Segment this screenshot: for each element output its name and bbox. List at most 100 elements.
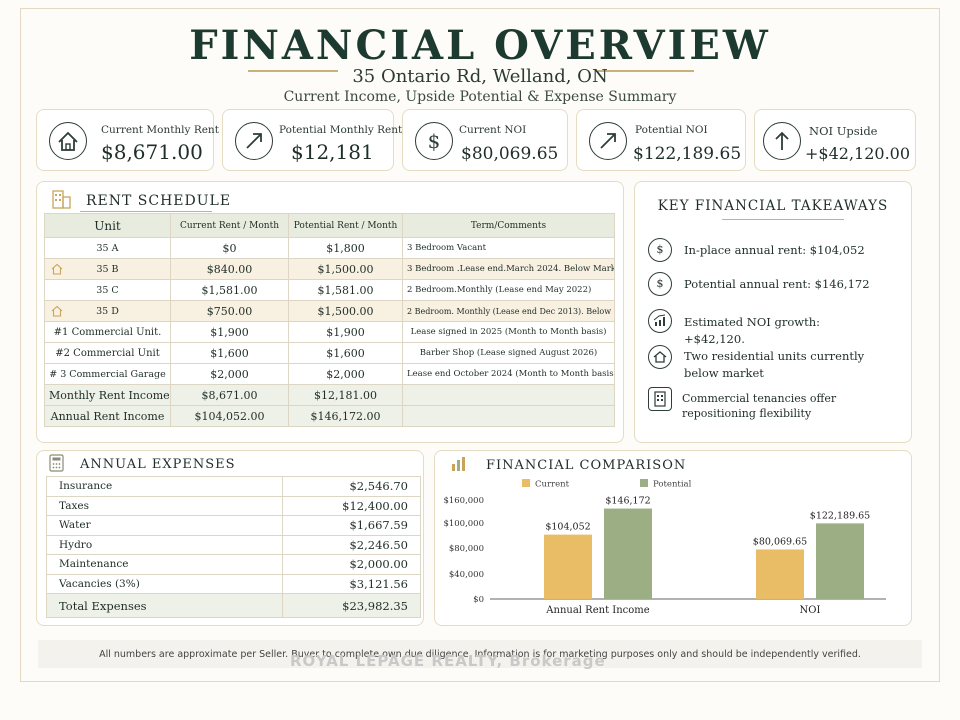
kpi-label: NOI Upside xyxy=(809,124,878,138)
bar xyxy=(756,549,804,599)
y-tick-label: $0 xyxy=(473,595,484,605)
dollar-icon: $ xyxy=(648,272,672,296)
takeaway-text: Potential annual rent: $146,172 xyxy=(684,277,870,291)
current-rent-cell: $1,581.00 xyxy=(170,279,289,301)
takeaway-text: In-place annual rent: $104,052 xyxy=(684,243,865,257)
table-row: Water $1,667.59 xyxy=(46,515,421,536)
dollar-icon: $ xyxy=(415,122,453,160)
table-header-row: Unit Current Rent / Month Potential Rent… xyxy=(44,213,615,238)
y-tick-label: $80,000 xyxy=(449,544,484,554)
table-row: Hydro $2,246.50 xyxy=(46,534,421,555)
kpi-card-potential-monthly-rent: Potential Monthly Rent $12,181 xyxy=(222,109,402,171)
expense-total-label: Total Expenses xyxy=(46,593,283,618)
building-icon xyxy=(52,190,71,209)
expense-total-value: $23,982.35 xyxy=(282,593,421,618)
takeaway-text: Commercial tenancies offer repositioning… xyxy=(682,392,837,420)
legend-label: Potential xyxy=(653,480,692,490)
total-label: Monthly Rent Income xyxy=(44,384,171,406)
dollar-icon: $ xyxy=(648,238,672,262)
column-header: Current Rent / Month xyxy=(170,213,289,238)
home-icon xyxy=(648,345,672,369)
takeaways-card xyxy=(634,181,912,443)
unit-cell: 35 C xyxy=(44,279,171,301)
house-icon xyxy=(51,305,63,320)
kpi-value: $122,189.65 xyxy=(633,144,742,164)
kpi-card-potential-noi: Potential NOI $122,189.65 xyxy=(576,109,746,171)
title-rule-left xyxy=(248,70,338,72)
home-icon xyxy=(49,122,87,160)
expenses-title: ANNUAL EXPENSES xyxy=(80,457,236,472)
unit-label: 35 D xyxy=(96,305,119,317)
unit-cell: #1 Commercial Unit. xyxy=(44,321,171,343)
comment-cell: 3 Bedroom .Lease end.March 2024. Below M… xyxy=(402,258,615,280)
trend-up-arrow-icon xyxy=(589,122,627,160)
page-title: FINANCIAL OVERVIEW xyxy=(189,22,771,69)
comment-cell: Lease end October 2024 (Month to Month b… xyxy=(402,363,615,385)
potential-rent-cell: $1,800 xyxy=(288,237,403,259)
current-rent-cell: $1,600 xyxy=(170,342,289,364)
current-rent-cell: $750.00 xyxy=(170,300,289,322)
svg-text:$: $ xyxy=(428,129,441,153)
comparison-title: FINANCIAL COMPARISON xyxy=(486,458,687,473)
house-icon xyxy=(51,263,63,278)
bar xyxy=(816,523,864,599)
legend-swatch xyxy=(522,479,530,487)
potential-rent-cell: $1,581.00 xyxy=(288,279,403,301)
y-tick-label: $40,000 xyxy=(449,570,484,580)
kpi-label: Potential NOI xyxy=(635,124,708,136)
total-label: Annual Rent Income xyxy=(44,405,171,427)
kpi-value: $12,181 xyxy=(291,140,374,164)
kpi-label: Current Monthly Rent xyxy=(101,124,219,136)
comment-cell: Lease signed in 2025 (Month to Month bas… xyxy=(402,321,615,343)
potential-rent-cell: $1,500.00 xyxy=(288,300,403,322)
calculator-icon xyxy=(49,454,64,472)
potential-rent-cell: $1,500.00 xyxy=(288,258,403,280)
potential-rent-cell: $1,900 xyxy=(288,321,403,343)
data-label: $104,052 xyxy=(545,522,590,533)
y-tick-label: $160,000 xyxy=(443,496,484,506)
current-rent-cell: $2,000 xyxy=(170,363,289,385)
expense-value: $3,121.56 xyxy=(282,573,421,594)
footer: All numbers are approximate per Seller. … xyxy=(38,640,922,668)
x-tick-label: NOI xyxy=(800,605,821,616)
bar-chart-icon xyxy=(452,457,465,471)
x-tick-label: Annual Rent Income xyxy=(545,605,649,616)
total-expenses-row: Total Expenses $23,982.35 xyxy=(46,593,421,618)
legend-label: Current xyxy=(535,480,570,490)
kpi-card-current-monthly-rent: Current Monthly Rent $8,671.00 xyxy=(36,109,219,171)
table-row: 35 D $750.00 $1,500.00 2 Bedroom. Monthl… xyxy=(44,300,615,322)
current-rent-cell: $0 xyxy=(170,237,289,259)
total-potential: $12,181.00 xyxy=(288,384,403,406)
potential-rent-cell: $2,000 xyxy=(288,363,403,385)
total-potential: $146,172.00 xyxy=(288,405,403,427)
expenses-table: Insurance $2,546.70 Taxes $12,400.00 Water… xyxy=(46,476,421,618)
table-row: Insurance $2,546.70 xyxy=(46,476,421,497)
title-rule-right xyxy=(598,70,694,72)
table-row: Taxes $12,400.00 xyxy=(46,495,421,516)
kpi-label: Current NOI xyxy=(459,124,527,136)
comparison-chart: $0 $40,000 $80,000 $100,000 $160,000 Current P… xyxy=(443,479,886,616)
bar xyxy=(604,508,652,599)
legend-swatch xyxy=(640,479,648,487)
kpi-card-current-noi: $ Current NOI $80,069.65 xyxy=(402,109,568,171)
potential-rent-cell: $1,600 xyxy=(288,342,403,364)
expense-label: Vacancies (3%) xyxy=(46,573,283,594)
brokerage-watermark: ROYAL LEPAGE REALTY, Brokerage xyxy=(290,652,606,670)
unit-cell: #2 Commercial Unit xyxy=(44,342,171,364)
page-subtitle: Current Income, Upside Potential & Expen… xyxy=(283,89,677,105)
expense-value: $2,246.50 xyxy=(282,534,421,555)
column-header: Term/Comments xyxy=(402,213,615,238)
table-row: 35 B $840.00 $1,500.00 3 Bedroom .Lease … xyxy=(44,258,615,280)
kpi-card-noi-upside: NOI Upside +$42,120.00 xyxy=(754,109,916,171)
growth-chart-icon xyxy=(648,309,672,333)
data-label: $146,172 xyxy=(605,496,650,507)
unit-label: 35 B xyxy=(96,263,119,275)
kpi-value: $80,069.65 xyxy=(461,144,559,164)
takeaway-text: Estimated NOI growth: +$42,120. xyxy=(684,315,821,346)
table-row: #2 Commercial Unit $1,600 $1,600 Barber … xyxy=(44,342,615,364)
comment-cell: 3 Bedroom Vacant xyxy=(402,237,615,259)
section-rule xyxy=(722,219,844,220)
column-header: Potential Rent / Month xyxy=(288,213,403,238)
expense-label: Water xyxy=(46,515,283,536)
building-icon xyxy=(648,387,672,411)
